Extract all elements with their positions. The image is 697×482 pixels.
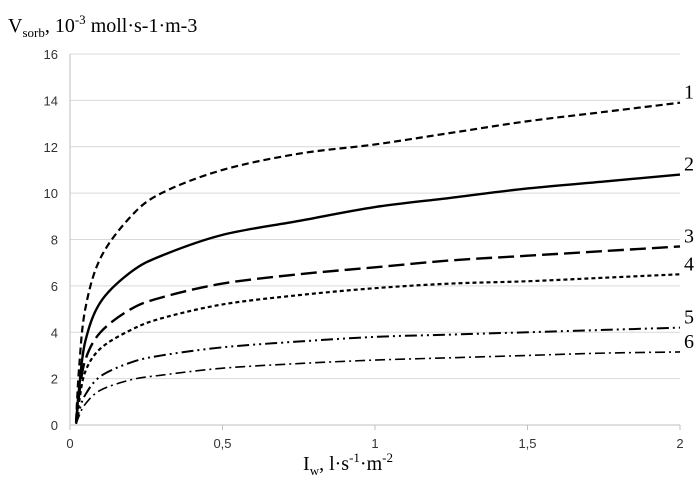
y-tick-label: 12 xyxy=(44,140,58,155)
y-axis-title-main: V xyxy=(8,15,23,37)
series-line-3 xyxy=(74,245,681,423)
y-tick-label: 4 xyxy=(51,325,58,340)
series-line-1 xyxy=(75,101,681,421)
x-axis-title-main: I xyxy=(303,453,310,475)
y-tick-label: 10 xyxy=(44,186,58,201)
series-label-5: 5 xyxy=(684,307,694,329)
x-axis-title-tail: , l·s xyxy=(319,453,349,475)
x-axis-title: Iw, l·s-1·m-2 xyxy=(303,450,393,478)
series-label-3: 3 xyxy=(684,225,694,247)
series-lines xyxy=(74,101,681,425)
series-line-4 xyxy=(75,273,681,423)
x-tick-label: 0,5 xyxy=(213,436,231,451)
x-axis-title-sup1: -1 xyxy=(349,450,360,465)
series-line-5 xyxy=(75,326,681,425)
x-tick-label: 1 xyxy=(371,436,378,451)
y-tick-label: 16 xyxy=(44,47,58,62)
x-axis-title-mid: ·m xyxy=(360,453,383,475)
y-axis-title-sub: sorb xyxy=(22,25,44,40)
series-labels: 1 2 3 4 56 xyxy=(684,82,694,353)
axes xyxy=(69,54,681,430)
y-tick-label: 14 xyxy=(44,93,58,108)
series-line-6 xyxy=(75,351,681,425)
gridlines xyxy=(70,53,680,380)
series-label-1: 1 xyxy=(684,82,694,104)
y-axis-title-units: moll·s-1·m-3 xyxy=(86,15,198,37)
x-axis-title-sup2: -2 xyxy=(382,450,393,465)
y-axis-title: Vsorb, 10-3 moll·s-1·m-3 xyxy=(8,12,197,40)
y-tick-label: 0 xyxy=(51,418,58,433)
series-line-2 xyxy=(74,173,681,423)
y-axis-title-tail: , 10 xyxy=(45,15,75,37)
series-label-6: 6 xyxy=(684,331,694,353)
y-tick-label: 8 xyxy=(51,233,58,248)
series-label-4: 4 xyxy=(684,253,694,275)
y-tick-label: 2 xyxy=(51,372,58,387)
y-axis-title-sup: -3 xyxy=(75,12,86,27)
series-label-2: 2 xyxy=(684,154,694,176)
tick-labels: 0 2 4 6 8 10 12 14 16 0 0,5 1 1,5 2 xyxy=(44,47,684,451)
x-tick-label: 2 xyxy=(676,436,683,451)
y-tick-label: 6 xyxy=(51,279,58,294)
x-tick-label: 1,5 xyxy=(518,436,536,451)
x-tick-label: 0 xyxy=(66,436,73,451)
x-axis-title-sub: w xyxy=(310,463,320,478)
